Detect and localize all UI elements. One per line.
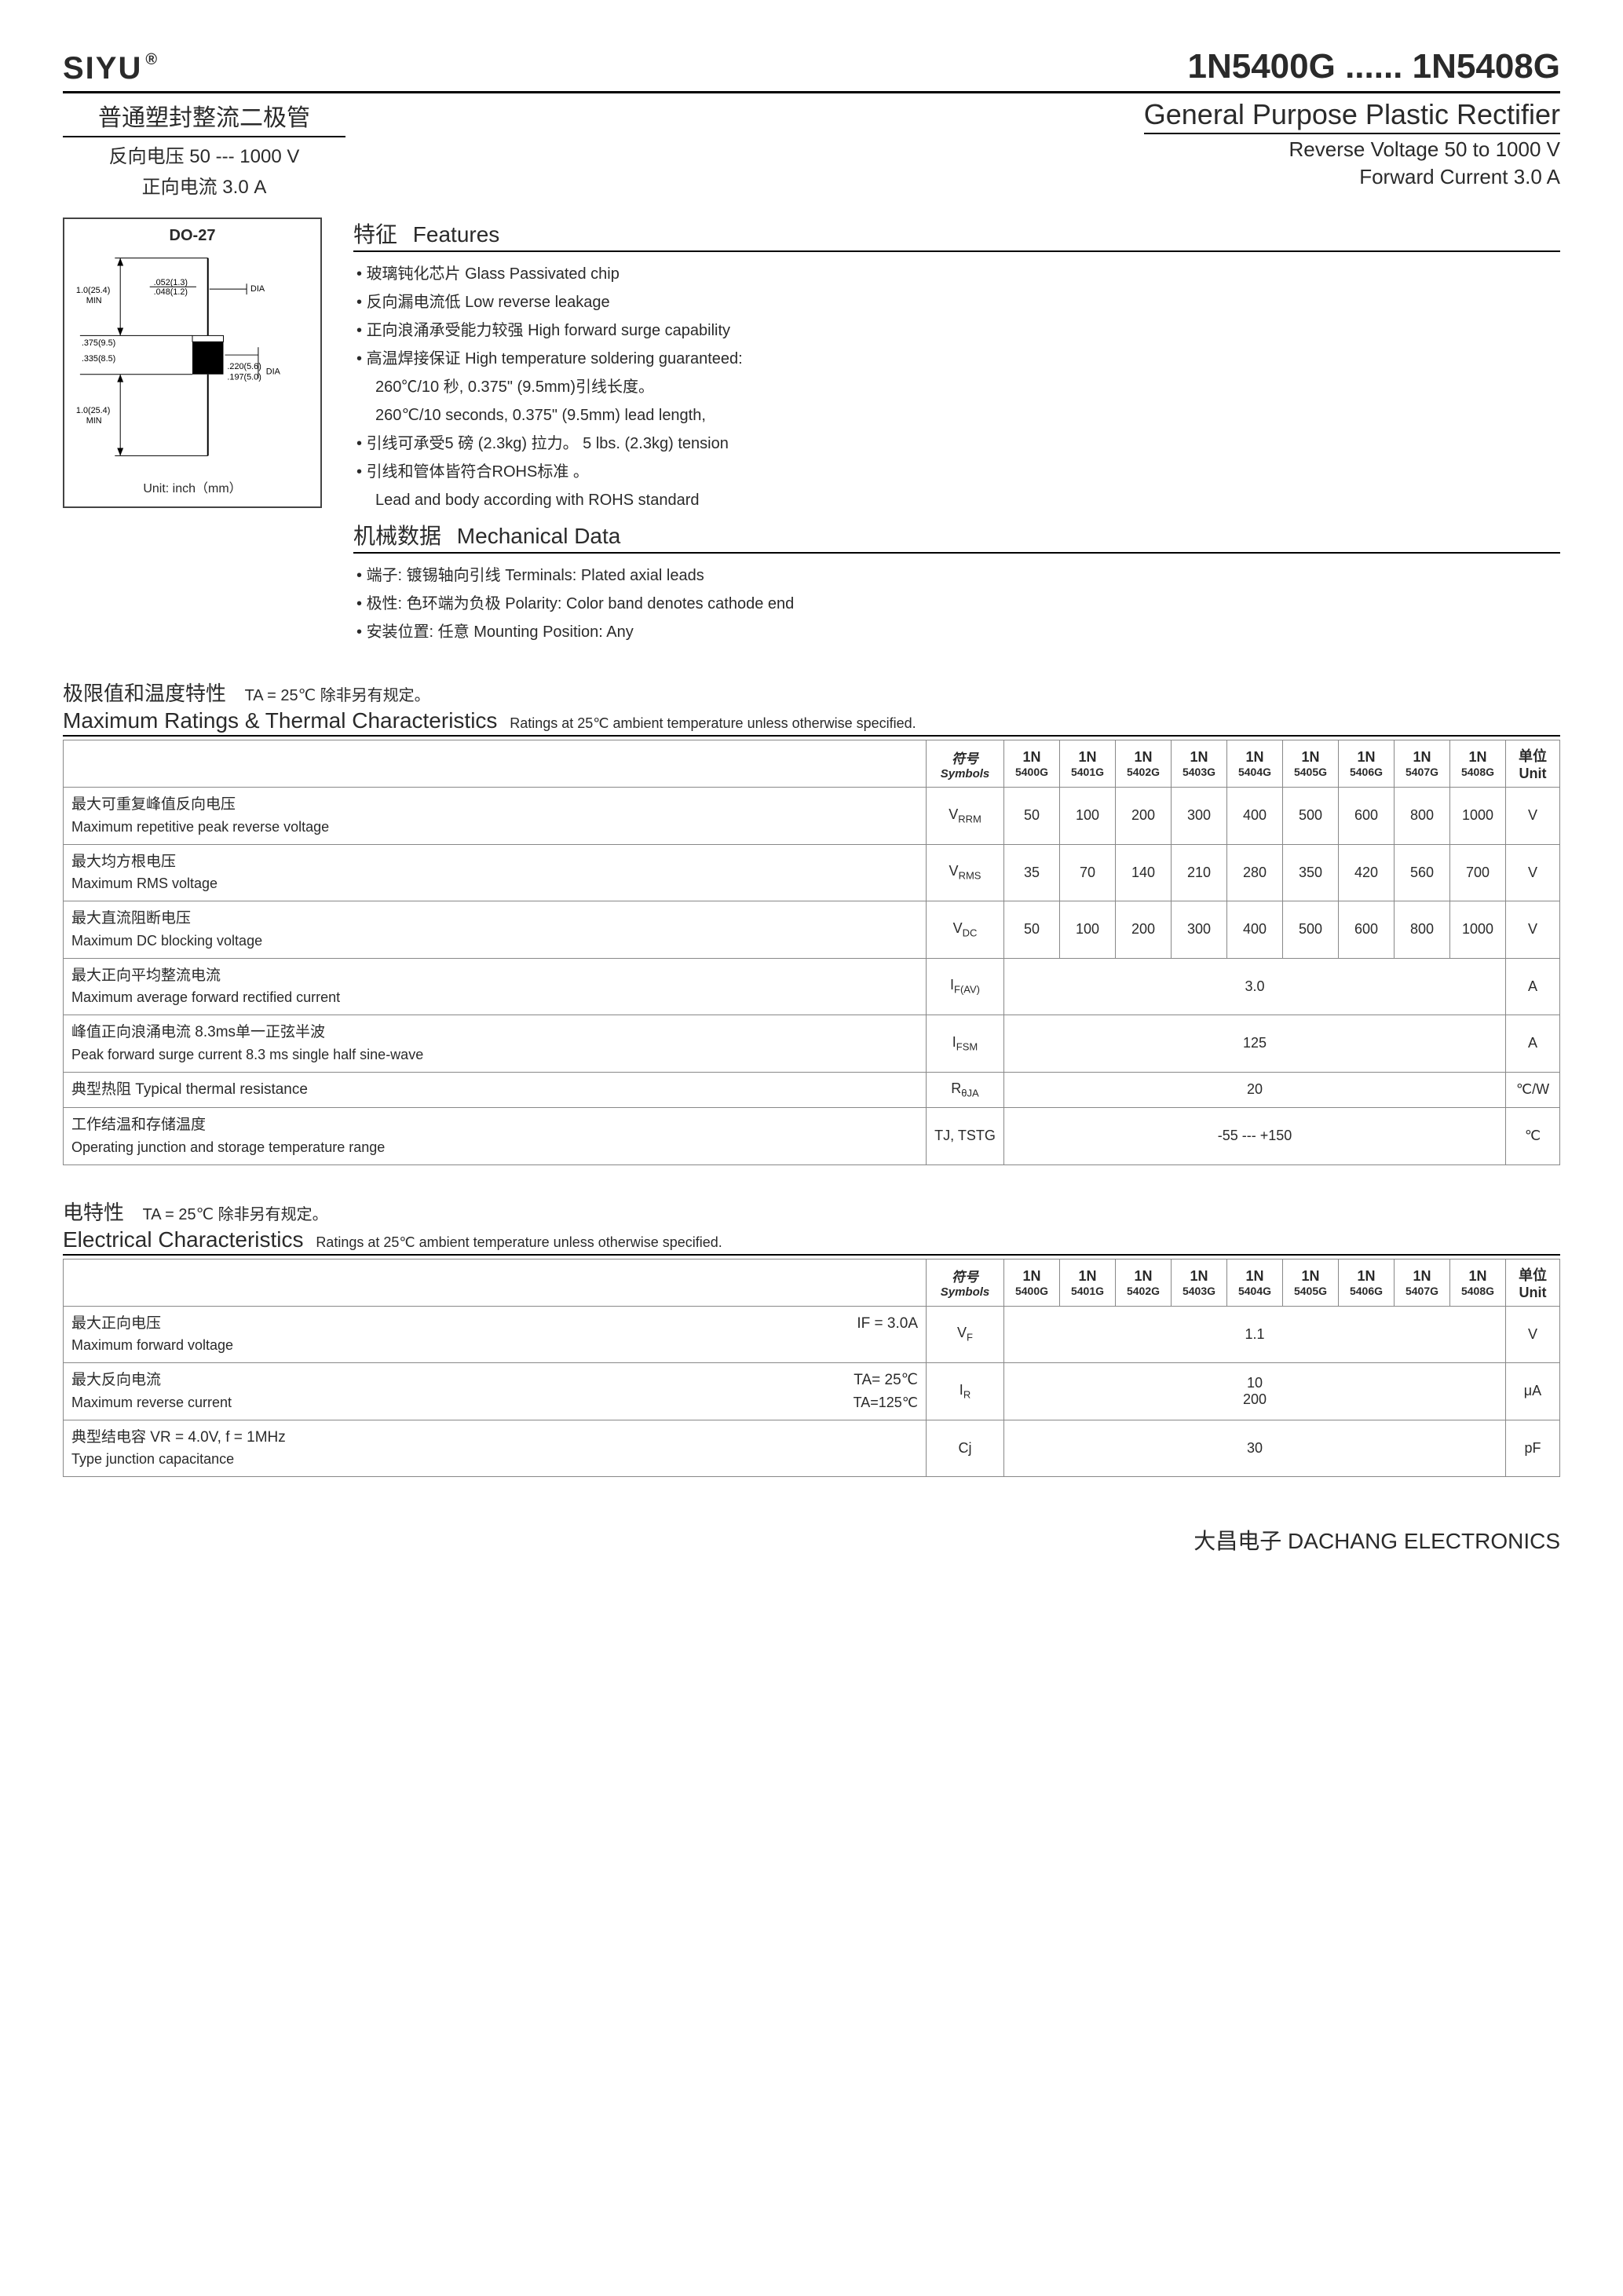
dim-d1b: .048(1.2): [154, 287, 188, 297]
dim-d6b: MIN: [86, 416, 102, 426]
mech-item: 安装位置: 任意 Mounting Position: Any: [353, 618, 1560, 646]
ratings-en-title: Maximum Ratings & Thermal Characteristic…: [63, 708, 1560, 737]
elec-title: 电特性 TA = 25℃ 除非另有规定。: [63, 1197, 1560, 1226]
mid-section: DO-27 1.0(25.4) MIN .052(1.3) .048(1.2) …: [63, 218, 1560, 646]
unit-label: Unit: inch（mm）: [72, 477, 313, 496]
mech-item: 极性: 色环端为负极 Polarity: Color band denotes …: [353, 590, 1560, 618]
brand: SIYU ®: [63, 51, 159, 86]
ratings-title: 极限值和温度特性 TA = 25℃ 除非另有规定。: [63, 678, 1560, 707]
features-header: 特征 Features: [353, 218, 1560, 252]
ratings-en: Maximum Ratings & Thermal Characteristic…: [63, 708, 497, 733]
table-row: 最大正向平均整流电流Maximum average forward rectif…: [64, 958, 1560, 1015]
package-diagram: DO-27 1.0(25.4) MIN .052(1.3) .048(1.2) …: [63, 218, 322, 508]
en-line1: Reverse Voltage 50 to 1000 V: [1144, 137, 1560, 162]
header: SIYU ® 1N5400G ...... 1N5408G: [63, 47, 1560, 93]
elec-table: 符号Symbols1N5400G1N5401G1N5402G1N5403G1N5…: [63, 1259, 1560, 1478]
feature-item: 反向漏电流低 Low reverse leakage: [353, 288, 1560, 316]
feature-subitem: Lead and body according with ROHS standa…: [353, 486, 1560, 514]
feature-item: 正向浪涌承受能力较强 High forward surge capability: [353, 316, 1560, 345]
elec-en-title: Electrical Characteristics Ratings at 25…: [63, 1227, 1560, 1256]
mech-list: 端子: 镀锡轴向引线 Terminals: Plated axial leads…: [353, 561, 1560, 646]
feature-item: 高温焊接保证 High temperature soldering guaran…: [353, 345, 1560, 373]
dim-d2: 1.0(25.4): [76, 286, 110, 295]
table-row: 最大正向电压IF = 3.0AMaximum forward voltageVF…: [64, 1306, 1560, 1363]
mech-hdr-cn: 机械数据: [353, 524, 441, 548]
subtitle-row: 普通塑封整流二极管 反向电压 50 --- 1000 V 正向电流 3.0 A …: [63, 98, 1560, 199]
left-subtitle: 普通塑封整流二极管 反向电压 50 --- 1000 V 正向电流 3.0 A: [63, 98, 345, 199]
cn-line2: 正向电流 3.0 A: [63, 171, 345, 199]
dim-d5: .220(5.6): [227, 362, 261, 371]
dim-d2b: MIN: [86, 296, 102, 305]
feature-item: 引线和管体皆符合ROHS标准 。: [353, 458, 1560, 486]
brand-mark: ®: [145, 51, 159, 69]
mech-header: 机械数据 Mechanical Data: [353, 519, 1560, 554]
cn-line1: 反向电压 50 --- 1000 V: [63, 141, 345, 168]
mech-item: 端子: 镀锡轴向引线 Terminals: Plated axial leads: [353, 561, 1560, 590]
package-label: DO-27: [72, 227, 313, 245]
feature-subitem: 260℃/10 seconds, 0.375" (9.5mm) lead len…: [353, 401, 1560, 430]
elec-en: Electrical Characteristics: [63, 1227, 304, 1252]
footer: 大昌电子 DACHANG ELECTRONICS: [63, 1524, 1560, 1556]
table-row: 最大均方根电压Maximum RMS voltageVRMS3570140210…: [64, 844, 1560, 901]
elec-cn: 电特性: [63, 1201, 124, 1224]
table-row: 最大反向电流TA= 25℃Maximum reverse currentTA=1…: [64, 1363, 1560, 1420]
ratings-cn: 极限值和温度特性: [63, 682, 226, 705]
en-line2: Forward Current 3.0 A: [1144, 165, 1560, 189]
cn-title: 普通塑封整流二极管: [63, 98, 345, 137]
en-title: General Purpose Plastic Rectifier: [1144, 98, 1560, 134]
features-list: 玻璃钝化芯片 Glass Passivated chip反向漏电流低 Low r…: [353, 260, 1560, 514]
mech-hdr-en: Mechanical Data: [457, 524, 621, 548]
part-number: 1N5400G ...... 1N5408G: [1187, 47, 1560, 86]
elec-en-note: Ratings at 25℃ ambient temperature unles…: [316, 1234, 722, 1250]
features-hdr-en: Features: [413, 222, 500, 247]
table-row: 峰值正向浪涌电流 8.3ms单一正弦半波Peak forward surge c…: [64, 1015, 1560, 1073]
feature-item: 引线可承受5 磅 (2.3kg) 拉力。 5 lbs. (2.3kg) tens…: [353, 430, 1560, 458]
elec-note: TA = 25℃ 除非另有规定。: [143, 1206, 328, 1223]
ratings-table: 符号Symbols1N5400G1N5401G1N5402G1N5403G1N5…: [63, 740, 1560, 1165]
ratings-en-note: Ratings at 25℃ ambient temperature unles…: [510, 715, 916, 731]
dim-d6: 1.0(25.4): [76, 406, 110, 415]
dim-d1a: .052(1.3): [154, 278, 188, 287]
diagram-svg: 1.0(25.4) MIN .052(1.3) .048(1.2) DIA .3…: [72, 245, 313, 473]
table-row: 工作结温和存储温度Operating junction and storage …: [64, 1108, 1560, 1165]
feature-subitem: 260℃/10 秒, 0.375" (9.5mm)引线长度。: [353, 373, 1560, 401]
dim-d5s: DIA: [266, 367, 281, 377]
dim-d5b: .197(5.0): [227, 373, 261, 382]
table-row: 最大可重复峰值反向电压Maximum repetitive peak rever…: [64, 788, 1560, 845]
dim-d3: .375(9.5): [82, 338, 115, 348]
table-row: 典型结电容 VR = 4.0V, f = 1MHzType junction c…: [64, 1420, 1560, 1477]
dim-d4: .335(8.5): [82, 354, 115, 364]
right-subtitle: General Purpose Plastic Rectifier Revers…: [1144, 98, 1560, 199]
brand-text: SIYU: [63, 51, 142, 86]
feature-item: 玻璃钝化芯片 Glass Passivated chip: [353, 260, 1560, 288]
dim-d1s: DIA: [250, 284, 265, 294]
features-column: 特征 Features 玻璃钝化芯片 Glass Passivated chip…: [353, 218, 1560, 646]
table-row: 最大直流阻断电压Maximum DC blocking voltageVDC50…: [64, 901, 1560, 959]
ratings-note: TA = 25℃ 除非另有规定。: [245, 687, 430, 704]
features-hdr-cn: 特征: [353, 222, 397, 247]
table-row: 典型热阻 Typical thermal resistanceRθJA20℃/W: [64, 1072, 1560, 1108]
